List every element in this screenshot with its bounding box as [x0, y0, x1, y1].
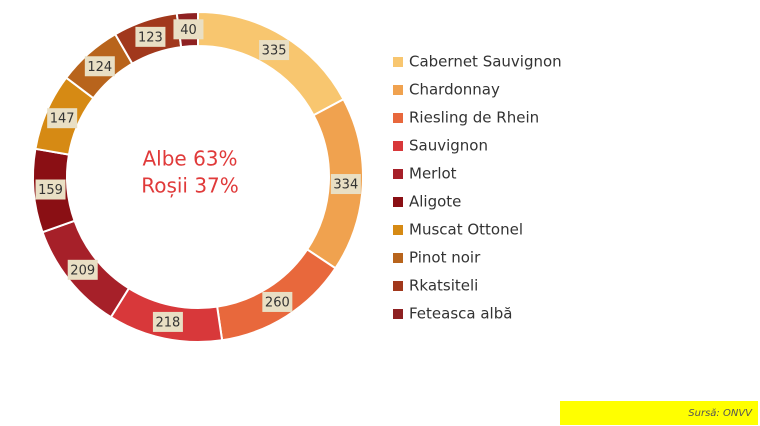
- value-label-box: [67, 259, 98, 280]
- value-label: 159: [38, 183, 63, 198]
- value-label: 218: [155, 315, 180, 330]
- legend-swatch: [393, 113, 403, 123]
- legend-label: Sauvignon: [409, 137, 488, 155]
- legend-label: Pinot noir: [409, 249, 481, 267]
- value-label-box: [84, 56, 115, 77]
- legend-swatch: [393, 57, 403, 67]
- value-label: 40: [180, 23, 197, 38]
- value-label: 260: [265, 295, 290, 310]
- legend-label: Riesling de Rhein: [409, 109, 539, 127]
- legend-swatch: [393, 141, 403, 151]
- value-label: 334: [333, 178, 358, 193]
- legend-label: Chardonnay: [409, 81, 500, 99]
- legend-label: Merlot: [409, 165, 457, 183]
- value-label-box: [262, 291, 293, 312]
- legend-label: Aligote: [409, 193, 461, 211]
- value-label-box: [173, 19, 204, 40]
- legend-label: Muscat Ottonel: [409, 221, 523, 239]
- value-label-box: [330, 174, 361, 195]
- legend-swatch: [393, 281, 403, 291]
- value-label: 123: [138, 30, 163, 45]
- value-label-box: [35, 179, 66, 200]
- center-annotation: Albe 63%: [142, 147, 237, 171]
- center-annotation: Roșii 37%: [141, 174, 239, 198]
- source-box: [560, 401, 758, 425]
- value-label-box: [47, 108, 78, 129]
- value-label: 124: [87, 60, 112, 75]
- legend-label: Rkatsiteli: [409, 277, 478, 295]
- legend-swatch: [393, 197, 403, 207]
- legend-label: Feteasca albă: [409, 305, 512, 323]
- legend-swatch: [393, 169, 403, 179]
- value-label-box: [135, 26, 166, 47]
- value-label: 147: [50, 112, 75, 127]
- value-label-box: [259, 40, 290, 61]
- legend-swatch: [393, 225, 403, 235]
- legend-swatch: [393, 85, 403, 95]
- source: Sursă: ONVV: [688, 408, 753, 419]
- legend-swatch: [393, 253, 403, 263]
- value-label: 209: [70, 263, 95, 278]
- legend-label: Cabernet Sauvignon: [409, 53, 562, 71]
- value-label-box: [152, 311, 183, 332]
- legend-swatch: [393, 309, 403, 319]
- value-label: 335: [262, 44, 287, 59]
